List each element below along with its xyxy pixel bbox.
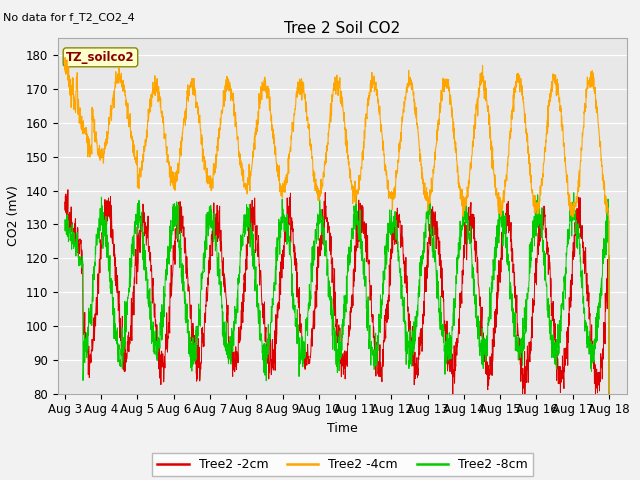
Text: TZ_soilco2: TZ_soilco2 <box>66 51 135 64</box>
Text: No data for f_T2_CO2_4: No data for f_T2_CO2_4 <box>3 12 135 23</box>
Y-axis label: CO2 (mV): CO2 (mV) <box>7 186 20 246</box>
X-axis label: Time: Time <box>327 422 358 435</box>
Title: Tree 2 Soil CO2: Tree 2 Soil CO2 <box>284 21 401 36</box>
Legend: Tree2 -2cm, Tree2 -4cm, Tree2 -8cm: Tree2 -2cm, Tree2 -4cm, Tree2 -8cm <box>152 453 532 476</box>
